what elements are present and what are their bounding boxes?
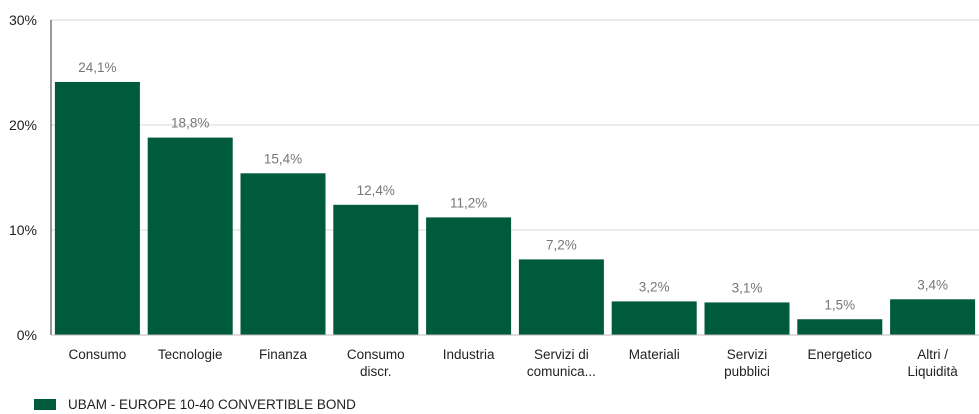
x-tick-label: discr. — [360, 364, 392, 379]
chart-legend: UBAM - EUROPE 10-40 CONVERTIBLE BOND — [34, 394, 356, 414]
data-label: 3,4% — [917, 277, 948, 292]
y-tick-label: 0% — [17, 327, 37, 343]
data-label: 1,5% — [824, 297, 855, 312]
x-tick-label: comunica... — [527, 364, 596, 379]
x-tick-label: Altri / — [917, 347, 948, 362]
data-label: 3,1% — [732, 280, 763, 295]
x-tick-label: Energetico — [808, 347, 873, 362]
bar — [890, 299, 976, 335]
data-label: 3,2% — [639, 279, 670, 294]
data-label: 15,4% — [264, 151, 302, 166]
legend-swatch — [34, 398, 56, 410]
bar — [426, 217, 512, 335]
data-label: 7,2% — [546, 237, 577, 252]
data-label: 12,4% — [357, 183, 395, 198]
y-tick-label: 30% — [9, 12, 37, 28]
bar — [333, 204, 419, 335]
bar — [797, 319, 883, 335]
data-label: 11,2% — [450, 195, 487, 210]
x-tick-label: Liquidità — [907, 364, 958, 379]
data-label: 24,1% — [78, 60, 116, 75]
bar — [147, 137, 233, 335]
bar — [240, 173, 326, 335]
x-tick-label: Consumo — [347, 347, 405, 362]
x-tick-label: Industria — [443, 347, 495, 362]
legend-label: UBAM - EUROPE 10-40 CONVERTIBLE BOND — [68, 396, 356, 412]
x-tick-label: Tecnologie — [158, 347, 223, 362]
x-tick-label: Finanza — [259, 347, 308, 362]
bar — [54, 81, 140, 335]
x-tick-label: Materiali — [629, 347, 680, 362]
bar — [518, 259, 604, 335]
bar — [704, 302, 790, 335]
x-tick-label: Consumo — [69, 347, 127, 362]
y-tick-label: 20% — [9, 117, 37, 133]
x-tick-label: Servizi di — [534, 347, 589, 362]
y-tick-label: 10% — [9, 222, 37, 238]
data-label: 18,8% — [171, 116, 209, 131]
x-tick-label: Servizi — [727, 347, 768, 362]
x-tick-label: pubblici — [724, 364, 770, 379]
bar — [611, 301, 697, 335]
